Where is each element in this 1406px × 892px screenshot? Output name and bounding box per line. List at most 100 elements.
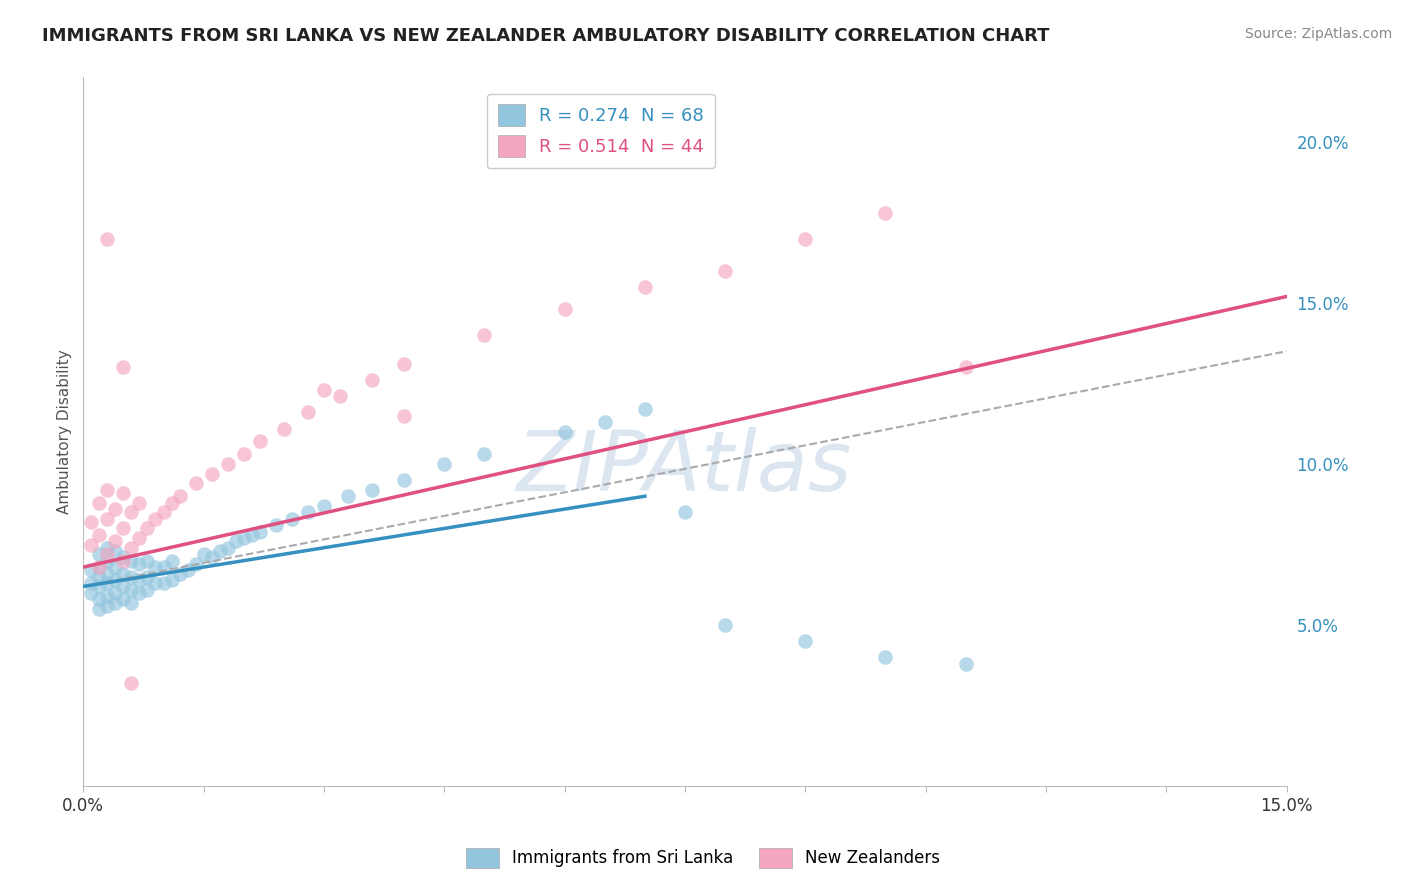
Point bbox=[89, 560, 111, 574]
Point bbox=[160, 573, 183, 587]
Point bbox=[169, 489, 191, 503]
Point bbox=[152, 576, 174, 591]
Point bbox=[120, 505, 142, 519]
Point bbox=[201, 550, 224, 565]
Point bbox=[120, 554, 142, 568]
Point bbox=[80, 515, 103, 529]
Point bbox=[136, 570, 159, 584]
Point bbox=[120, 541, 142, 555]
Point bbox=[89, 592, 111, 607]
Point bbox=[361, 483, 384, 497]
Legend: Immigrants from Sri Lanka, New Zealanders: Immigrants from Sri Lanka, New Zealander… bbox=[458, 841, 948, 875]
Point bbox=[96, 599, 118, 613]
Point bbox=[128, 531, 150, 545]
Point bbox=[217, 541, 239, 555]
Point bbox=[120, 595, 142, 609]
Point bbox=[112, 566, 135, 581]
Point bbox=[89, 547, 111, 561]
Point bbox=[128, 586, 150, 600]
Point bbox=[96, 512, 118, 526]
Point bbox=[104, 573, 127, 587]
Point bbox=[120, 676, 142, 690]
Point bbox=[112, 521, 135, 535]
Text: IMMIGRANTS FROM SRI LANKA VS NEW ZEALANDER AMBULATORY DISABILITY CORRELATION CHA: IMMIGRANTS FROM SRI LANKA VS NEW ZEALAND… bbox=[42, 27, 1050, 45]
Point bbox=[232, 531, 254, 545]
Point bbox=[337, 489, 360, 503]
Point bbox=[104, 595, 127, 609]
Point bbox=[96, 547, 118, 561]
Point bbox=[225, 534, 247, 549]
Point bbox=[96, 231, 118, 245]
Point bbox=[112, 486, 135, 500]
Point bbox=[232, 447, 254, 461]
Point bbox=[112, 554, 135, 568]
Point bbox=[955, 360, 977, 375]
Point bbox=[80, 586, 103, 600]
Point bbox=[136, 554, 159, 568]
Point bbox=[128, 573, 150, 587]
Point bbox=[89, 602, 111, 616]
Point bbox=[201, 467, 224, 481]
Point bbox=[474, 447, 496, 461]
Point bbox=[312, 499, 335, 513]
Point bbox=[96, 589, 118, 603]
Point bbox=[392, 357, 415, 371]
Point bbox=[104, 502, 127, 516]
Point bbox=[176, 563, 198, 577]
Point bbox=[273, 421, 295, 435]
Point bbox=[96, 554, 118, 568]
Point bbox=[96, 576, 118, 591]
Point bbox=[329, 389, 352, 403]
Point bbox=[120, 582, 142, 597]
Point bbox=[136, 582, 159, 597]
Point bbox=[634, 280, 657, 294]
Point bbox=[80, 576, 103, 591]
Point bbox=[673, 505, 696, 519]
Point bbox=[264, 518, 287, 533]
Point bbox=[184, 476, 207, 491]
Point bbox=[361, 373, 384, 387]
Point bbox=[297, 405, 319, 419]
Point bbox=[80, 537, 103, 551]
Point bbox=[875, 205, 897, 219]
Point bbox=[104, 534, 127, 549]
Point bbox=[554, 302, 576, 317]
Point bbox=[145, 560, 167, 574]
Point bbox=[875, 650, 897, 665]
Point bbox=[433, 457, 456, 471]
Point bbox=[89, 570, 111, 584]
Text: ZIPAtlas: ZIPAtlas bbox=[517, 426, 852, 508]
Point bbox=[152, 505, 174, 519]
Legend: R = 0.274  N = 68, R = 0.514  N = 44: R = 0.274 N = 68, R = 0.514 N = 44 bbox=[486, 94, 714, 169]
Point bbox=[794, 634, 817, 648]
Point bbox=[120, 570, 142, 584]
Point bbox=[169, 566, 191, 581]
Point bbox=[955, 657, 977, 671]
Point bbox=[297, 505, 319, 519]
Point bbox=[112, 360, 135, 375]
Point bbox=[96, 566, 118, 581]
Point bbox=[554, 425, 576, 439]
Point bbox=[89, 560, 111, 574]
Point bbox=[714, 618, 737, 632]
Point bbox=[593, 415, 616, 429]
Point bbox=[89, 528, 111, 542]
Text: Source: ZipAtlas.com: Source: ZipAtlas.com bbox=[1244, 27, 1392, 41]
Point bbox=[160, 496, 183, 510]
Point bbox=[145, 576, 167, 591]
Point bbox=[145, 512, 167, 526]
Point bbox=[634, 402, 657, 417]
Point bbox=[392, 409, 415, 423]
Point bbox=[128, 496, 150, 510]
Point bbox=[112, 550, 135, 565]
Point bbox=[281, 512, 304, 526]
Point bbox=[104, 560, 127, 574]
Point bbox=[392, 473, 415, 487]
Point bbox=[474, 328, 496, 343]
Point bbox=[208, 544, 231, 558]
Point bbox=[249, 434, 271, 449]
Point bbox=[89, 496, 111, 510]
Point bbox=[240, 528, 263, 542]
Point bbox=[217, 457, 239, 471]
Point bbox=[152, 560, 174, 574]
